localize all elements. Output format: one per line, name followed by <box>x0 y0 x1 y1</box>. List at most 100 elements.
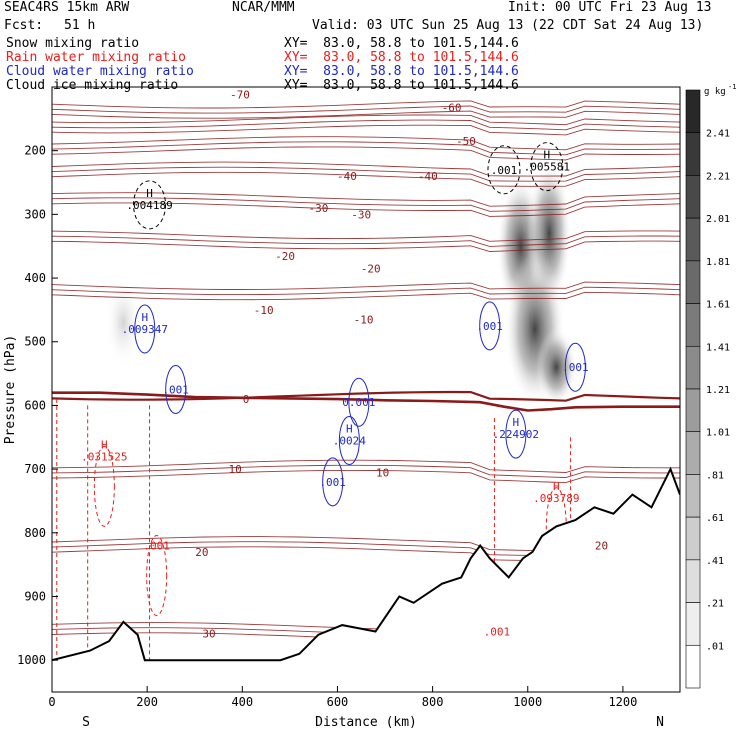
cloud_water-value-label: .009347 <box>122 323 168 336</box>
temperature-label: 20 <box>195 546 208 559</box>
rain-max-marker: H <box>553 480 560 493</box>
colorbar-label: .61 <box>706 513 724 524</box>
colorbar-segment <box>685 644 701 689</box>
field-xy-cloud-water: XY= 83.0, 58.8 to 101.5,144.6 <box>284 64 519 79</box>
temperature-label: 30 <box>202 627 215 640</box>
y-tick-label: 500 <box>24 335 46 349</box>
field-xy-rain: XY= 83.0, 58.8 to 101.5,144.6 <box>284 50 519 65</box>
cloud_water-max-marker: H <box>141 311 148 324</box>
temperature-label: -60 <box>442 101 462 114</box>
rain-contour <box>146 535 168 617</box>
cloud_water-contour <box>322 457 344 507</box>
cloud_water-value-label: 0.001 <box>342 396 375 409</box>
x-tick-label: 800 <box>422 695 444 709</box>
temperature-contour--30 <box>52 202 680 217</box>
field-name-rain: Rain water mixing ratio <box>6 50 187 65</box>
snow-max-marker: H <box>146 187 153 200</box>
y-axis-label: Pressure (hPa) <box>3 335 18 445</box>
temperature-contour--70 <box>52 110 680 119</box>
colorbar-label: 1.61 <box>706 300 730 311</box>
cloud_water-contour <box>338 415 360 465</box>
temperature-label: -50 <box>456 135 476 148</box>
snow-value-label: .004189 <box>126 199 172 212</box>
colorbar-label: 2.21 <box>706 171 730 182</box>
terrain-group <box>52 466 680 692</box>
colorbar-segment <box>685 217 701 262</box>
colorbar-segment <box>685 516 701 561</box>
y-tick-label: 700 <box>24 462 46 476</box>
cloud_water-value-label: .0024 <box>333 434 366 447</box>
rain-value-label: .093789 <box>533 492 579 505</box>
temperature-contour--40 <box>52 171 680 187</box>
colorbar-label: 1.41 <box>706 342 730 353</box>
temperature-contour-10 <box>52 469 680 484</box>
init-time: Init: 00 UTC Fri 23 Aug 13 <box>508 0 712 15</box>
terrain-fill <box>52 469 680 692</box>
temperature-contour--40 <box>52 161 680 177</box>
colorbar-label: 2.41 <box>706 129 730 140</box>
rain-value-label: .001 <box>143 540 170 553</box>
colorbar-segment <box>685 260 701 304</box>
temperature-contour--60 <box>52 114 680 126</box>
temperature-label: -10 <box>254 304 274 317</box>
y-tick-label: 800 <box>24 526 46 540</box>
colorbar-segment <box>685 388 701 433</box>
colorbar-unit-exponent: -1 <box>728 83 736 91</box>
plot-frame <box>51 86 681 693</box>
temperature-contour--10 <box>52 281 680 290</box>
temperature-contour--70 <box>52 100 680 109</box>
snow-shade-blob <box>536 329 577 406</box>
colorbar-label: .01 <box>706 641 724 652</box>
temperature-contour--10 <box>52 291 680 301</box>
temperature-contour--40 <box>52 166 680 182</box>
x-tick-label: 200 <box>136 695 158 709</box>
temperature-label: 20 <box>595 540 608 553</box>
temperature-label: -40 <box>337 170 357 183</box>
colorbar-segment <box>685 132 701 176</box>
cloud_water-value-label: .001 <box>476 320 503 333</box>
y-tick-label: 1000 <box>17 653 46 667</box>
temperature-contour--50 <box>52 141 680 156</box>
y-tick-label: 200 <box>24 144 46 158</box>
cloud_water-value-label: .224902 <box>493 428 539 441</box>
temperature-label: -20 <box>361 263 381 276</box>
snow-value-label: .001 <box>491 164 518 177</box>
temperature-label: -10 <box>354 313 374 326</box>
colorbar-segment <box>685 602 701 646</box>
temperature-label: -70 <box>230 89 250 102</box>
cloud_water-max-marker: H <box>346 422 353 435</box>
cloud_water-contour <box>165 365 187 414</box>
colorbar-unit: g kg <box>704 87 726 97</box>
model-title: SEAC4RS 15km ARW <box>4 0 130 15</box>
valid-time: Valid: 03 UTC Sun 25 Aug 13 (22 CDT Sat … <box>312 18 704 33</box>
temperature-label: 10 <box>229 463 242 476</box>
endpoint-left: S <box>82 715 90 730</box>
temperature-label: -30 <box>308 202 328 215</box>
temperature-contour--60 <box>52 119 680 131</box>
cloud_water-max-marker: H <box>513 416 520 429</box>
forecast-label: Fcst: <box>4 18 44 33</box>
temperature-label: 0 <box>243 393 250 406</box>
temperature-contour--60 <box>52 124 680 136</box>
axes: 0 200 400 600 800 1000 12002003004005006007008… <box>3 144 664 730</box>
temperature-contour--70 <box>52 105 680 114</box>
snow-contour <box>530 142 564 192</box>
colorbar-segment <box>685 474 701 518</box>
center-label: NCAR/MMM <box>232 0 295 15</box>
temperature-contour--20 <box>52 235 680 247</box>
endpoint-right: N <box>656 715 664 730</box>
cloud_water-value-label: .001 <box>319 476 346 489</box>
colorbar-label: .81 <box>706 470 724 481</box>
x-tick-label: 1200 <box>608 695 637 709</box>
temperature-contour--50 <box>52 136 680 151</box>
temperature-contour-10 <box>52 464 680 478</box>
field-name-cloud-water: Cloud water mixing ratio <box>6 64 194 79</box>
temperature-contour-10 <box>52 459 680 473</box>
colorbar-label: 1.81 <box>706 257 730 268</box>
snow-max-marker: H <box>543 149 550 162</box>
colorbar-label: 1.01 <box>706 428 730 439</box>
snow-contour <box>133 180 167 230</box>
cloud_water-contour <box>505 409 527 459</box>
